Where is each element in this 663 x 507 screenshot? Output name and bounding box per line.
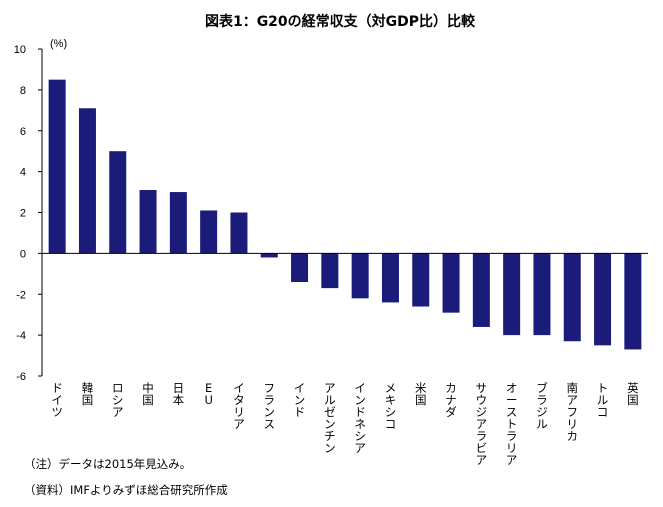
bar — [109, 151, 127, 254]
bar — [291, 253, 309, 282]
x-tick-label: トルコ — [597, 381, 609, 419]
bar — [260, 253, 278, 258]
x-tick-label: 米国 — [415, 381, 427, 407]
y-tick-label: 4 — [20, 167, 26, 179]
bar — [533, 253, 551, 336]
y-tick-label: 10 — [14, 44, 26, 56]
bar — [78, 108, 96, 254]
chart-title: 図表1：G20の経常収支（対GDP比）比較 — [205, 13, 476, 30]
footnote: （注）データは2015年見込み。 — [24, 457, 191, 471]
bar — [594, 253, 612, 346]
bar — [230, 212, 248, 254]
bar — [139, 190, 157, 254]
bar — [624, 253, 642, 350]
x-tick-label: 英国 — [627, 381, 639, 407]
y-axis: 10 8 6 4 2 0 -2 -4 -6 — [14, 44, 42, 383]
x-tick-label: ブラジル — [536, 381, 548, 431]
bar — [381, 253, 399, 303]
bars-group — [48, 79, 642, 350]
x-tick-label: オーストラリア — [506, 381, 518, 467]
x-tick-label: カナダ — [445, 381, 457, 419]
x-tick-label: ロシア — [112, 381, 124, 419]
x-tick-label: サウジアラビア — [476, 381, 488, 467]
x-tick-label: インドネシア — [354, 381, 366, 455]
bar — [48, 79, 66, 254]
source-note: （資料）IMFよりみずほ総合研究所作成 — [24, 483, 228, 497]
bar — [351, 253, 369, 299]
bar — [321, 253, 339, 289]
bar — [442, 253, 460, 313]
y-tick-label: 0 — [20, 248, 26, 260]
y-tick-label: 6 — [20, 126, 26, 138]
x-tick-label: 南アフリカ — [567, 381, 579, 443]
y-tick-label: -6 — [16, 371, 26, 383]
x-tick-label: 中国 — [142, 381, 154, 407]
bar — [472, 253, 490, 327]
y-tick-label: 2 — [20, 208, 26, 220]
x-tick-label: 日本 — [173, 381, 185, 407]
x-tick-label: アルゼンチン — [324, 381, 336, 455]
x-tick-label: フランス — [264, 381, 276, 431]
bar — [503, 253, 521, 336]
x-tick-label: メキシコ — [385, 381, 397, 431]
y-tick-label: 8 — [20, 85, 26, 97]
bar — [200, 210, 218, 254]
bar — [169, 192, 187, 254]
y-tick-label: -2 — [16, 289, 26, 301]
bar — [563, 253, 581, 342]
x-tick-label: イタリア — [233, 381, 245, 431]
x-tick-label: 韓国 — [82, 381, 94, 407]
x-tick-label: インド — [294, 381, 306, 419]
bar — [412, 253, 430, 307]
y-tick-label: -4 — [16, 330, 26, 342]
y-axis-unit-label: (%) — [50, 38, 67, 50]
x-tick-label: ドイツ — [51, 381, 63, 419]
